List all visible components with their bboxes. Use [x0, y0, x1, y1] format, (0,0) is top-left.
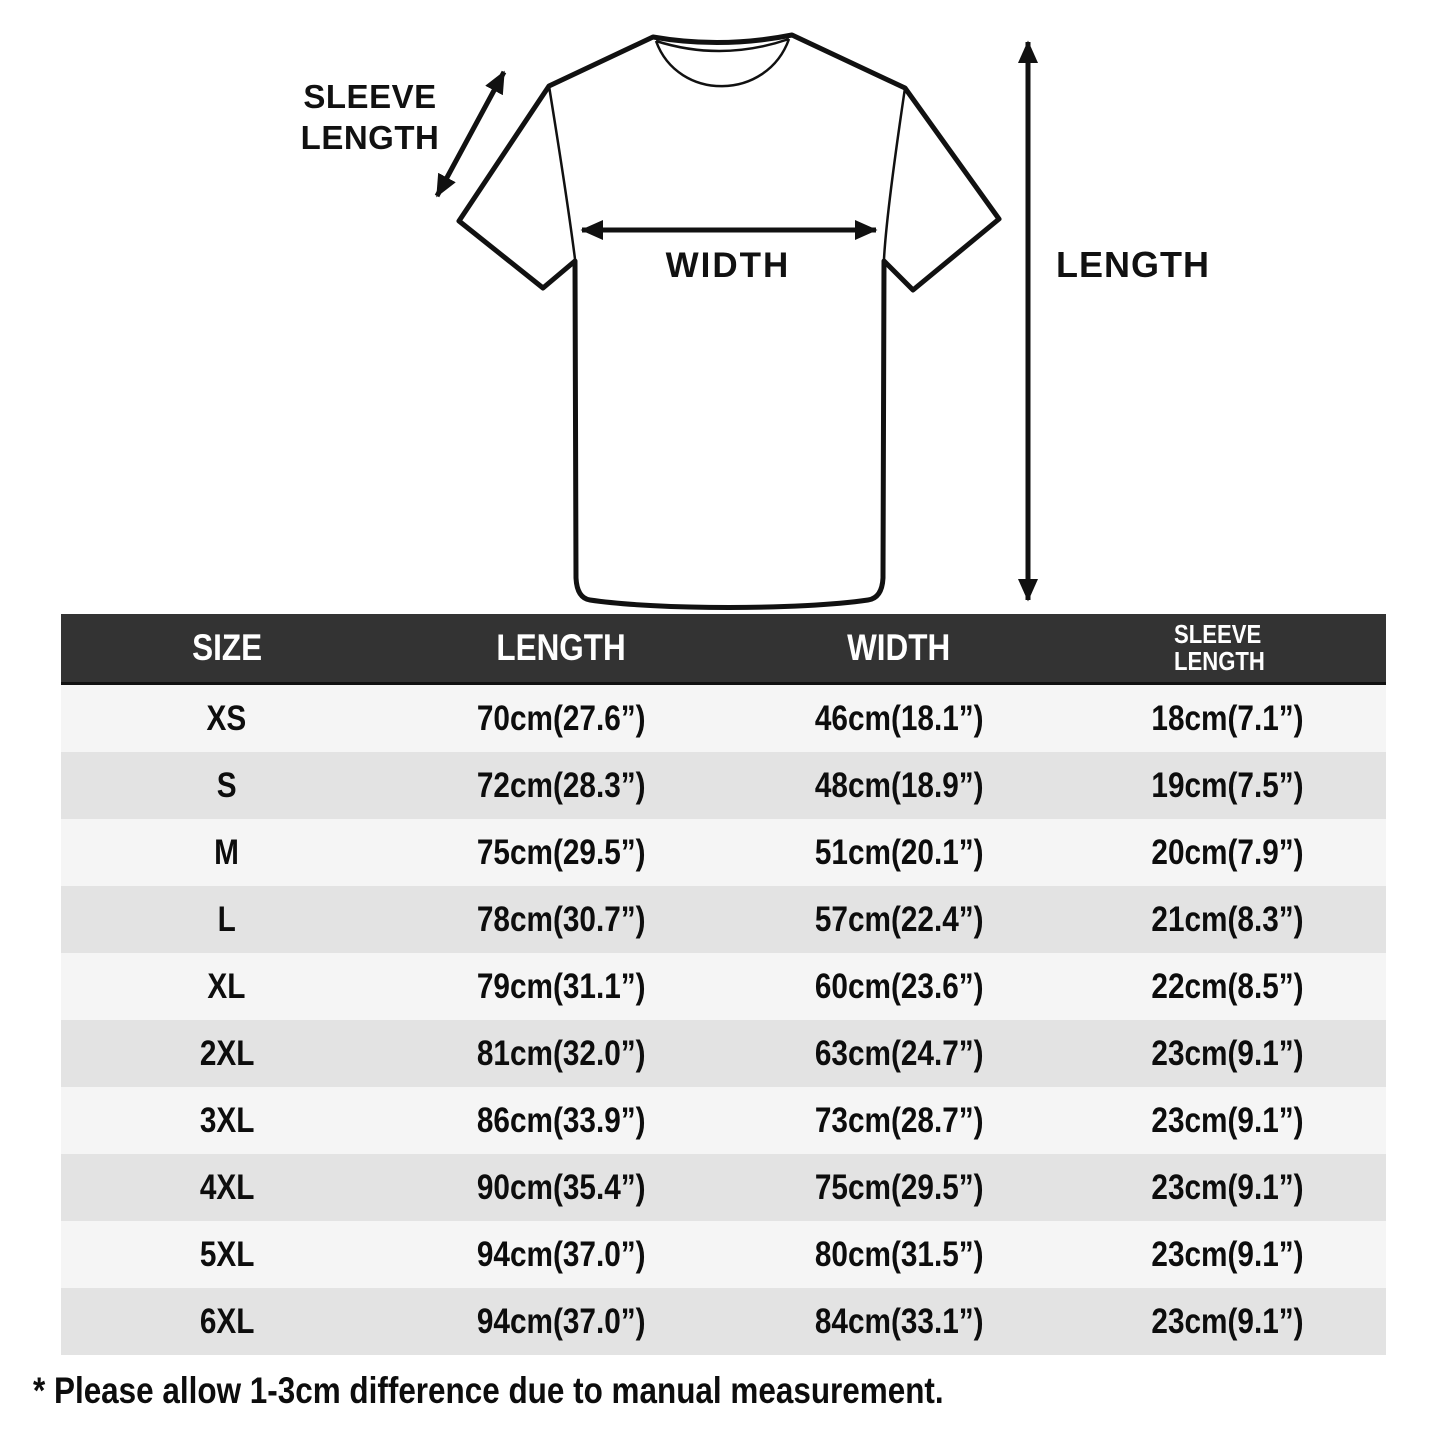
table-row-s: S 72cm(28.3”) 48cm(18.9”) 19cm(7.5”) [61, 752, 1386, 819]
cell-sleeve: 23cm(9.1”) [1150, 1033, 1304, 1073]
cell-sleeve: 18cm(7.1”) [1150, 698, 1304, 738]
cell-width: 63cm(24.7”) [814, 1033, 984, 1073]
table-row-m: M 75cm(29.5”) 51cm(20.1”) 20cm(7.9”) [61, 819, 1386, 886]
table-row-4xl: 4XL 90cm(35.4”) 75cm(29.5”) 23cm(9.1”) [61, 1154, 1386, 1221]
sleeve-length-label-line1: SLEEVE [303, 78, 437, 115]
sleeve-length-label: SLEEVE LENGTH [288, 76, 452, 158]
cell-length: 86cm(33.9”) [476, 1100, 646, 1140]
cell-width: 48cm(18.9”) [814, 765, 984, 805]
cell-length: 94cm(37.0”) [476, 1301, 646, 1341]
cell-width: 46cm(18.1”) [814, 698, 984, 738]
tshirt-diagram-svg [434, 32, 1038, 610]
size-table-body: XS 70cm(27.6”) 46cm(18.1”) 18cm(7.1”) S … [61, 685, 1386, 1355]
table-row-3xl: 3XL 86cm(33.9”) 73cm(28.7”) 23cm(9.1”) [61, 1087, 1386, 1154]
cell-length: 90cm(35.4”) [476, 1167, 646, 1207]
cell-size: 2XL [199, 1033, 254, 1073]
header-sleeve-length: SLEEVE LENGTH [1173, 619, 1265, 676]
cell-width: 80cm(31.5”) [814, 1234, 984, 1274]
table-row-xl: XL 79cm(31.1”) 60cm(23.6”) 22cm(8.5”) [61, 953, 1386, 1020]
table-row-xs: XS 70cm(27.6”) 46cm(18.1”) 18cm(7.1”) [61, 685, 1386, 752]
cell-width: 60cm(23.6”) [814, 966, 984, 1006]
cell-sleeve: 23cm(9.1”) [1150, 1167, 1304, 1207]
cell-size: 3XL [199, 1100, 254, 1140]
length-label: LENGTH [1056, 244, 1210, 285]
cell-sleeve: 22cm(8.5”) [1150, 966, 1304, 1006]
cell-length: 94cm(37.0”) [476, 1234, 646, 1274]
header-size: SIZE [191, 627, 262, 668]
tshirt-outline [456, 32, 1002, 610]
cell-length: 72cm(28.3”) [476, 765, 646, 805]
cell-size: 6XL [199, 1301, 254, 1341]
table-row-5xl: 5XL 94cm(37.0”) 80cm(31.5”) 23cm(9.1”) [61, 1221, 1386, 1288]
cell-sleeve: 23cm(9.1”) [1150, 1100, 1304, 1140]
cell-width: 51cm(20.1”) [814, 832, 984, 872]
sleeve-length-arrow [434, 70, 507, 198]
tshirt-measurement-diagram: SLEEVE LENGTH WIDTH LENGTH [0, 0, 1445, 614]
cell-size: L [217, 899, 236, 939]
cell-length: 79cm(31.1”) [476, 966, 646, 1006]
table-row-2xl: 2XL 81cm(32.0”) 63cm(24.7”) 23cm(9.1”) [61, 1020, 1386, 1087]
cell-size: XL [207, 966, 246, 1006]
cell-size: 4XL [199, 1167, 254, 1207]
cell-size: S [216, 765, 237, 805]
sleeve-length-label-line2: LENGTH [300, 119, 440, 156]
size-table: SIZE LENGTH WIDTH SLEEVE LENGTH XS 70cm(… [61, 614, 1386, 1355]
cell-length: 81cm(32.0”) [476, 1033, 646, 1073]
cell-width: 84cm(33.1”) [814, 1301, 984, 1341]
cell-length: 75cm(29.5”) [476, 832, 646, 872]
tshirt-collar-front [654, 38, 791, 88]
cell-width: 57cm(22.4”) [814, 899, 984, 939]
cell-size: 5XL [199, 1234, 254, 1274]
header-width: WIDTH [847, 627, 951, 668]
cell-width: 75cm(29.5”) [814, 1167, 984, 1207]
cell-length: 70cm(27.6”) [476, 698, 646, 738]
cell-length: 78cm(30.7”) [476, 899, 646, 939]
tshirt-collar-back [655, 37, 790, 53]
sleeve-seam-left [547, 85, 577, 260]
cell-sleeve: 20cm(7.9”) [1150, 832, 1304, 872]
size-table-header-row: SIZE LENGTH WIDTH SLEEVE LENGTH [61, 614, 1386, 685]
table-row-l: L 78cm(30.7”) 57cm(22.4”) 21cm(8.3”) [61, 886, 1386, 953]
cell-sleeve: 23cm(9.1”) [1150, 1234, 1304, 1274]
sleeve-seam-right [882, 87, 907, 260]
cell-sleeve: 19cm(7.5”) [1150, 765, 1304, 805]
cell-sleeve: 23cm(9.1”) [1150, 1301, 1304, 1341]
cell-sleeve: 21cm(8.3”) [1150, 899, 1304, 939]
measurement-disclaimer: * Please allow 1-3cm difference due to m… [33, 1370, 944, 1411]
cell-width: 73cm(28.7”) [814, 1100, 984, 1140]
cell-size: M [214, 832, 240, 872]
width-label: WIDTH [665, 246, 791, 285]
header-length: LENGTH [496, 627, 626, 668]
cell-size: XS [206, 698, 247, 738]
table-row-6xl: 6XL 94cm(37.0”) 84cm(33.1”) 23cm(9.1”) [61, 1288, 1386, 1355]
